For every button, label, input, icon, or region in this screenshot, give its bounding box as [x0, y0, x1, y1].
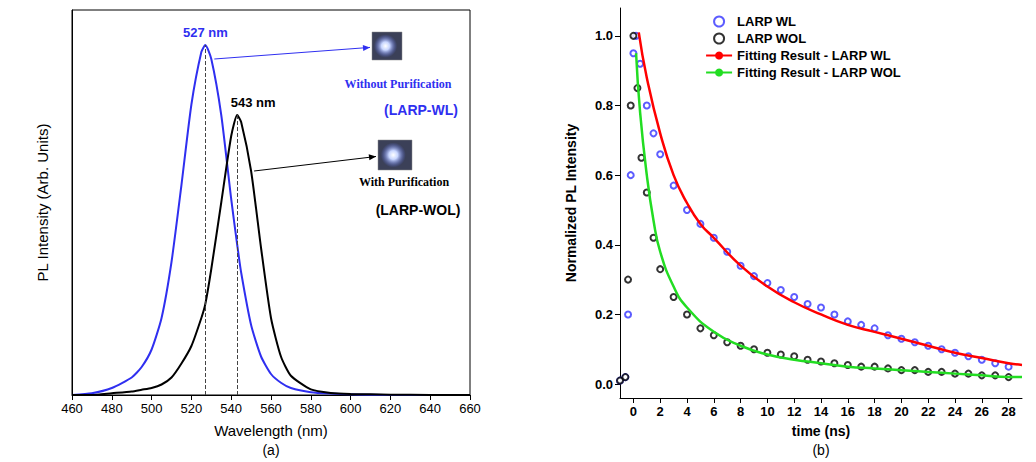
svg-text:24: 24 [948, 404, 963, 419]
svg-text:540: 540 [220, 401, 242, 416]
svg-text:With Purification: With Purification [359, 175, 449, 189]
svg-text:10: 10 [760, 404, 774, 419]
svg-text:600: 600 [340, 401, 362, 416]
svg-text:14: 14 [814, 404, 829, 419]
svg-text:12: 12 [787, 404, 801, 419]
svg-text:(LARP-WL): (LARP-WL) [384, 102, 458, 118]
svg-text:460: 460 [61, 401, 83, 416]
svg-text:660: 660 [459, 401, 481, 416]
svg-text:Fitting Result - LARP WL: Fitting Result - LARP WL [737, 48, 891, 63]
svg-text:0.2: 0.2 [595, 307, 613, 322]
svg-text:Normalized PL Intensity: Normalized PL Intensity [563, 124, 579, 283]
svg-text:4: 4 [683, 404, 691, 419]
svg-text:Without Purification: Without Purification [345, 77, 452, 91]
svg-text:620: 620 [380, 401, 402, 416]
svg-text:480: 480 [101, 401, 123, 416]
svg-text:0.0: 0.0 [595, 377, 613, 392]
svg-text:PL Intensity (Arb. Units): PL Intensity (Arb. Units) [34, 124, 51, 282]
svg-text:22: 22 [921, 404, 935, 419]
svg-text:Wavelength (nm): Wavelength (nm) [214, 422, 328, 439]
svg-text:LARP WOL: LARP WOL [737, 31, 806, 46]
svg-text:527 nm: 527 nm [183, 25, 228, 40]
svg-text:1.0: 1.0 [595, 28, 613, 43]
svg-text:time (ns): time (ns) [792, 423, 850, 439]
svg-text:543 nm: 543 nm [231, 95, 276, 110]
svg-text:20: 20 [894, 404, 908, 419]
svg-text:500: 500 [141, 401, 163, 416]
svg-text:16: 16 [841, 404, 855, 419]
svg-text:28: 28 [1001, 404, 1015, 419]
svg-text:18: 18 [867, 404, 881, 419]
svg-text:640: 640 [419, 401, 441, 416]
svg-text:580: 580 [300, 401, 322, 416]
svg-text:Fitting Result - LARP WOL: Fitting Result - LARP WOL [737, 65, 901, 80]
svg-text:(a): (a) [262, 442, 279, 458]
svg-text:0: 0 [630, 404, 637, 419]
svg-text:2: 2 [657, 404, 664, 419]
svg-text:(LARP-WOL): (LARP-WOL) [376, 202, 461, 218]
svg-text:0.8: 0.8 [595, 98, 613, 113]
svg-text:(b): (b) [812, 442, 829, 458]
svg-text:6: 6 [710, 404, 717, 419]
svg-text:560: 560 [260, 401, 282, 416]
svg-text:LARP WL: LARP WL [737, 14, 796, 29]
svg-text:26: 26 [975, 404, 989, 419]
svg-text:0.4: 0.4 [595, 237, 614, 252]
svg-text:0.6: 0.6 [595, 168, 613, 183]
svg-text:8: 8 [737, 404, 744, 419]
svg-text:520: 520 [181, 401, 203, 416]
